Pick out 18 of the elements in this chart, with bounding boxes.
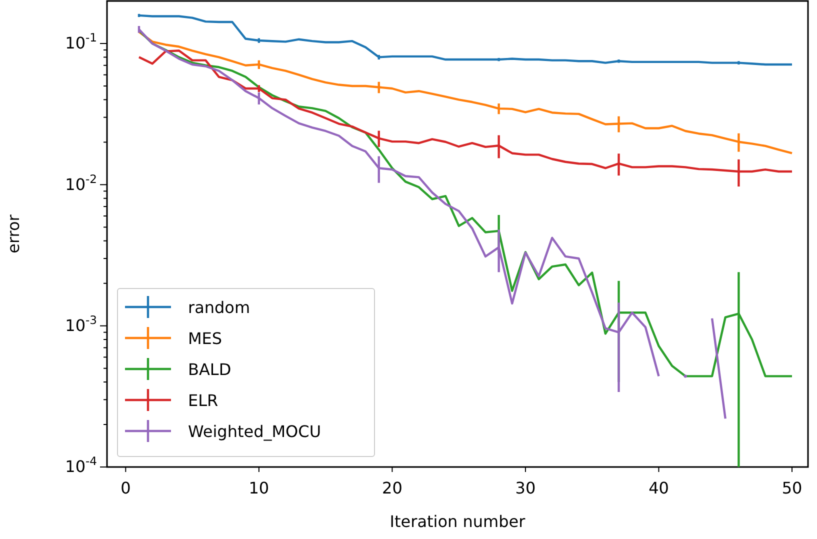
x-tick-label: 0 xyxy=(120,478,131,498)
legend-label: Weighted_MOCU xyxy=(188,422,322,440)
x-axis-title: Iteration number xyxy=(390,512,526,531)
legend-label: MES xyxy=(188,328,222,348)
y-tick-label: 10$^{-2}$ xyxy=(65,172,97,194)
x-tick-label: 30 xyxy=(515,478,536,498)
line-series xyxy=(138,30,794,154)
legend-label: random xyxy=(188,298,250,316)
legend-label: BALD xyxy=(188,360,232,378)
y-axis-title: error xyxy=(4,214,23,254)
y-tick-label: 10$^{-1}$ xyxy=(65,30,97,53)
x-tick-label: 20 xyxy=(382,478,402,498)
x-tick-label: 10 xyxy=(248,478,270,498)
y-tick-label: 10$^{-3}$ xyxy=(65,312,97,335)
y-tick-label: 10$^{-4}$ xyxy=(65,454,97,476)
x-tick-label: 50 xyxy=(782,478,802,498)
x-tick-label: 40 xyxy=(648,478,669,498)
legend-label: ELR xyxy=(188,390,218,410)
